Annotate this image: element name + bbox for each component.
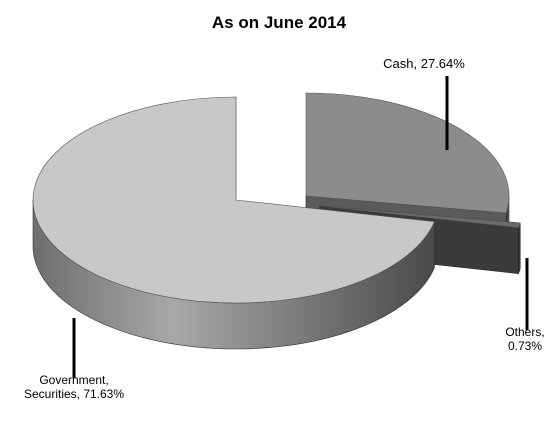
pie-top-others xyxy=(319,205,521,228)
labels-layer: Cash, 27.64% Others,0.73% Government,Secur… xyxy=(24,56,545,401)
data-label-government-securities: Government, xyxy=(39,373,108,387)
slices-layer xyxy=(32,92,521,350)
data-label-others: 0.73% xyxy=(508,339,542,353)
pie-slice-government-securities xyxy=(32,96,435,350)
data-label-government-securities: Securities, 71.63% xyxy=(24,387,124,401)
pie-top-government-securities xyxy=(32,96,435,304)
data-label-others: Others, xyxy=(505,325,544,339)
data-label-cash: Cash, 27.64% xyxy=(383,56,465,71)
chart-title: As on June 2014 xyxy=(212,13,347,32)
pie-top-cash xyxy=(305,92,510,214)
